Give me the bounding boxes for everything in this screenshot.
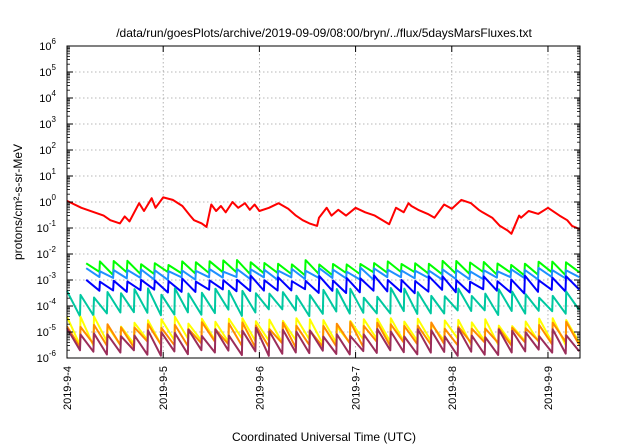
y-tick-exponent: 3 [52,115,57,124]
y-tick-exponent: 1 [52,167,57,176]
series-line-5 [66,287,581,318]
x-tick-label: 2019-9-7 [351,366,363,410]
y-tick-exponent: 4 [52,89,57,98]
x-tick-label: 2019-9-8 [447,366,459,410]
series-line-4 [85,274,580,295]
x-tick-label: 2019-9-9 [543,366,555,410]
y-tick-exponent: 2 [52,141,57,150]
y-tick-exponent: 0 [52,193,57,202]
series-line-1 [66,196,581,235]
y-tick-exponent: -5 [49,323,57,332]
x-tick-label: 2019-9-6 [254,366,266,410]
y-tick-exponent: 6 [52,37,57,46]
series-line-3 [85,266,580,281]
y-tick-exponent: -3 [49,271,57,280]
x-tick-label: 2019-9-5 [158,366,170,410]
y-axis-ticks: 10-610-510-410-310-210-11001011021031041… [37,37,580,365]
x-axis-label: Coordinated Universal Time (UTC) [232,430,416,444]
series-lines [66,196,581,357]
y-axis-label: protons/cm²-s-sr-MeV [11,144,25,260]
grid-lines [67,46,580,358]
series-line-8 [66,326,580,357]
y-tick-exponent: -6 [49,349,57,358]
y-tick-exponent: -2 [49,245,57,254]
y-tick-exponent: -4 [49,297,57,306]
y-tick-exponent: 5 [52,63,57,72]
x-tick-label: 2019-9-4 [62,366,74,410]
y-tick-exponent: -1 [49,219,57,228]
chart-title: /data/run/goesPlots/archive/2019-09-09/0… [116,26,532,40]
x-axis-ticks: 2019-9-4 2019-9-5 2019-9-6 2019-9-7 2019-9-8… [62,46,555,410]
